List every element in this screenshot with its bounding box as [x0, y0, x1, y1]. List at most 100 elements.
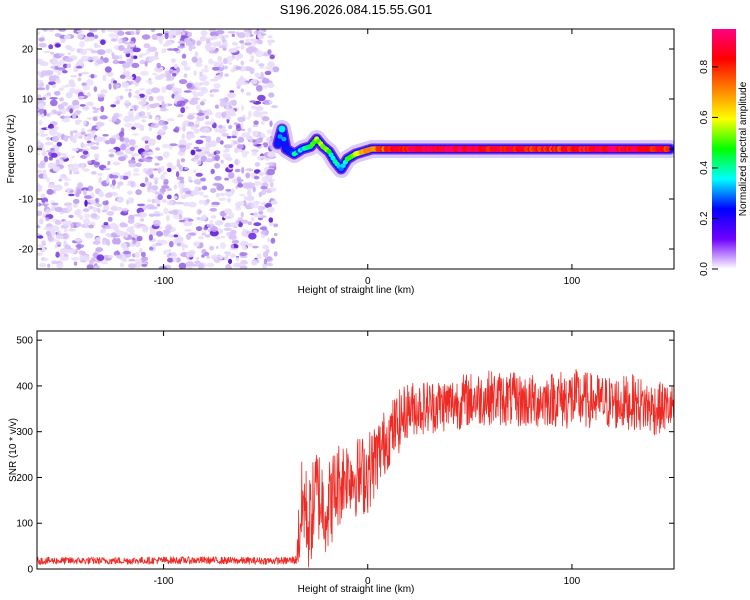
- noise-blob: [249, 58, 255, 63]
- noise-blob: [56, 262, 64, 269]
- y-tick-label: -10: [19, 195, 34, 206]
- noise-blob: [111, 55, 120, 60]
- x-tick-label: 100: [564, 576, 581, 587]
- noise-blob: [245, 168, 254, 172]
- noise-blob: [87, 128, 93, 133]
- noise-blob: [130, 181, 135, 188]
- noise-blob: [262, 251, 269, 258]
- noise-blob: [240, 260, 248, 265]
- noise-blob: [251, 40, 257, 46]
- noise-blob: [246, 116, 250, 120]
- noise-blob: [93, 161, 100, 168]
- noise-blob: [193, 70, 197, 76]
- noise-blob: [198, 263, 204, 269]
- noise-blob: [46, 188, 54, 195]
- noise-blob: [152, 168, 159, 171]
- noise-blob: [127, 170, 132, 178]
- noise-blob: [196, 159, 202, 166]
- noise-blob: [138, 225, 148, 229]
- noise-blob: [37, 162, 46, 169]
- noise-blob: [97, 208, 101, 214]
- noise-blob: [257, 94, 266, 102]
- noise-blob: [59, 87, 64, 91]
- noise-blob: [237, 53, 244, 59]
- y-tick-label: 0: [27, 565, 33, 576]
- noise-blob: [203, 194, 209, 198]
- noise-blob: [239, 40, 245, 44]
- x-tick-label: 0: [365, 276, 371, 287]
- noise-blob: [38, 262, 47, 268]
- noise-blob: [153, 213, 161, 217]
- noise-blob: [156, 203, 161, 207]
- noise-blob: [117, 181, 124, 186]
- noise-blob: [224, 73, 229, 77]
- noise-blob: [255, 138, 263, 144]
- noise-blob: [175, 257, 181, 263]
- noise-blob: [270, 200, 278, 205]
- noise-blob: [87, 160, 92, 164]
- noise-blob: [185, 261, 194, 267]
- signal-track-cell: [281, 136, 287, 142]
- noise-blob: [206, 262, 215, 268]
- noise-blob: [113, 80, 117, 84]
- noise-blob: [249, 100, 256, 103]
- noise-blob: [221, 35, 226, 43]
- noise-blob: [183, 73, 188, 78]
- noise-blob: [152, 219, 161, 227]
- noise-blob: [125, 76, 134, 80]
- noise-blob: [210, 215, 217, 219]
- noise-blob: [149, 246, 154, 251]
- noise-blob: [129, 146, 135, 151]
- noise-blob: [240, 240, 249, 247]
- noise-blob: [149, 56, 154, 62]
- noise-blob: [131, 153, 140, 157]
- noise-blob: [239, 265, 248, 269]
- noise-blob: [51, 184, 58, 189]
- noise-blob: [63, 115, 73, 119]
- noise-blob: [118, 156, 126, 162]
- noise-blob: [170, 83, 174, 88]
- noise-blob: [71, 155, 75, 159]
- noise-blob: [266, 262, 274, 267]
- noise-blob: [48, 234, 52, 242]
- noise-blob: [204, 65, 208, 69]
- noise-blob: [202, 98, 207, 102]
- noise-blob: [136, 235, 143, 242]
- noise-blob: [71, 147, 79, 152]
- noise-blob: [156, 230, 164, 237]
- noise-blob: [135, 241, 141, 248]
- noise-blob: [261, 116, 270, 122]
- noise-blob: [157, 194, 163, 201]
- noise-blob: [151, 185, 159, 191]
- noise-blob: [37, 235, 44, 239]
- noise-blob: [200, 68, 210, 73]
- noise-blob: [144, 60, 148, 67]
- noise-blob: [92, 107, 102, 111]
- noise-blob: [158, 128, 166, 133]
- noise-blob: [166, 214, 170, 222]
- noise-blob: [196, 208, 202, 216]
- noise-blob: [138, 88, 146, 91]
- noise-blob: [200, 30, 208, 36]
- noise-blob: [138, 247, 143, 253]
- noise-blob: [43, 109, 47, 117]
- noise-blob: [240, 60, 245, 66]
- noise-blob: [124, 88, 129, 92]
- noise-blob: [227, 31, 237, 34]
- noise-blob: [228, 62, 233, 65]
- noise-blob: [186, 142, 193, 146]
- noise-blob: [161, 48, 167, 54]
- noise-blob: [173, 234, 179, 238]
- noise-blob: [201, 185, 208, 191]
- noise-blob: [195, 149, 202, 152]
- noise-blob: [161, 100, 165, 107]
- noise-blob: [104, 140, 111, 145]
- noise-blob: [168, 29, 177, 36]
- x-tick-label: -100: [154, 276, 174, 287]
- noise-blob: [46, 177, 50, 183]
- noise-blob: [124, 172, 128, 177]
- noise-blob: [141, 263, 148, 267]
- noise-blob: [148, 213, 155, 217]
- noise-blob: [241, 105, 244, 111]
